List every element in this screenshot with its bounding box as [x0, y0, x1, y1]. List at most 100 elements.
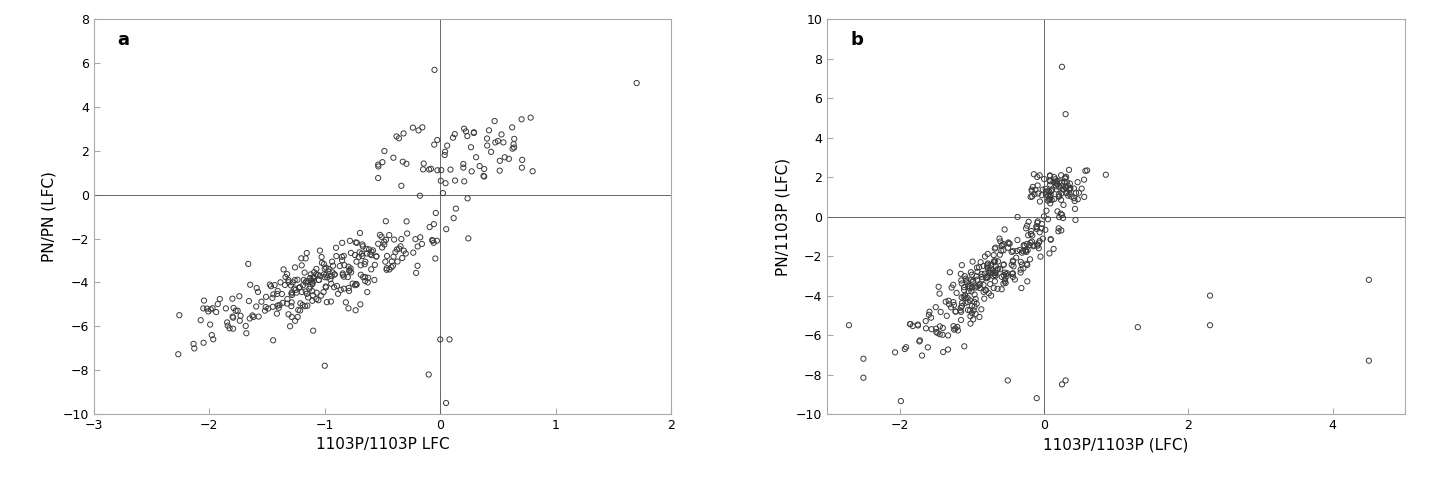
Point: [895, 343, 918, 351]
Point: [950, 294, 973, 301]
Point: [228, 317, 251, 325]
Point: [1039, 177, 1062, 185]
Point: [981, 272, 1004, 280]
Point: [1006, 213, 1029, 221]
Point: [392, 247, 415, 255]
Point: [1056, 182, 1079, 189]
Point: [310, 253, 333, 261]
Point: [491, 138, 514, 146]
Point: [424, 255, 447, 262]
Point: [268, 301, 291, 309]
Point: [354, 258, 378, 265]
Point: [510, 115, 533, 123]
Point: [1059, 185, 1082, 193]
Point: [1019, 193, 1042, 201]
Point: [421, 237, 444, 244]
Point: [1025, 186, 1048, 194]
Point: [294, 302, 317, 310]
Point: [468, 162, 491, 170]
Point: [984, 269, 1007, 277]
Point: [1053, 175, 1076, 183]
Point: [961, 309, 984, 317]
Point: [324, 252, 347, 260]
Point: [958, 284, 981, 292]
Point: [293, 276, 316, 284]
Point: [295, 277, 318, 285]
Point: [167, 350, 190, 358]
Point: [488, 167, 512, 174]
Point: [961, 283, 984, 291]
Point: [1016, 278, 1039, 285]
Point: [1043, 173, 1066, 181]
Point: [970, 305, 993, 313]
Point: [973, 262, 996, 270]
Point: [984, 244, 1007, 251]
Point: [360, 251, 383, 259]
Point: [965, 282, 989, 290]
Point: [353, 260, 376, 268]
Point: [973, 288, 996, 296]
Point: [968, 313, 991, 321]
Point: [284, 286, 307, 294]
Point: [337, 267, 360, 275]
Point: [927, 329, 950, 337]
Point: [958, 306, 981, 314]
Point: [1066, 178, 1089, 186]
Point: [1050, 179, 1074, 187]
Point: [460, 143, 483, 151]
Point: [386, 245, 409, 253]
Point: [1010, 249, 1033, 257]
Point: [365, 253, 388, 261]
Point: [945, 323, 968, 331]
Point: [333, 273, 356, 281]
Point: [953, 342, 976, 350]
Point: [973, 295, 996, 302]
Text: b: b: [850, 31, 863, 49]
Point: [392, 158, 415, 166]
Point: [954, 272, 977, 280]
Point: [1022, 183, 1045, 191]
Point: [366, 174, 389, 182]
Point: [452, 177, 476, 185]
Point: [284, 263, 307, 271]
Point: [1062, 194, 1085, 202]
Point: [1039, 235, 1062, 243]
Point: [937, 297, 960, 304]
Point: [990, 242, 1013, 250]
Point: [310, 259, 333, 267]
Point: [349, 262, 372, 269]
Point: [366, 240, 389, 248]
Point: [1032, 186, 1055, 193]
Point: [1043, 175, 1066, 183]
Point: [418, 223, 441, 231]
X-axis label: 1103P/1103P (LFC): 1103P/1103P (LFC): [1043, 437, 1189, 452]
Point: [344, 281, 367, 289]
Point: [483, 117, 506, 125]
Point: [1027, 244, 1050, 252]
Point: [215, 304, 238, 312]
Point: [333, 262, 356, 269]
Point: [395, 218, 418, 225]
Point: [974, 274, 997, 282]
Point: [996, 269, 1019, 277]
Point: [246, 313, 269, 320]
Point: [352, 241, 375, 248]
Point: [389, 243, 412, 250]
Point: [976, 264, 999, 272]
Point: [993, 271, 1016, 279]
Point: [963, 298, 986, 306]
Point: [363, 261, 386, 269]
Point: [957, 298, 980, 306]
Point: [307, 276, 330, 284]
Point: [284, 276, 307, 284]
Point: [964, 283, 987, 291]
Point: [216, 322, 239, 330]
Point: [424, 209, 447, 217]
Point: [1026, 219, 1049, 227]
Point: [269, 279, 293, 286]
Point: [265, 290, 288, 298]
Point: [1029, 253, 1052, 261]
Point: [295, 290, 318, 298]
Point: [989, 251, 1012, 259]
Point: [918, 308, 941, 316]
